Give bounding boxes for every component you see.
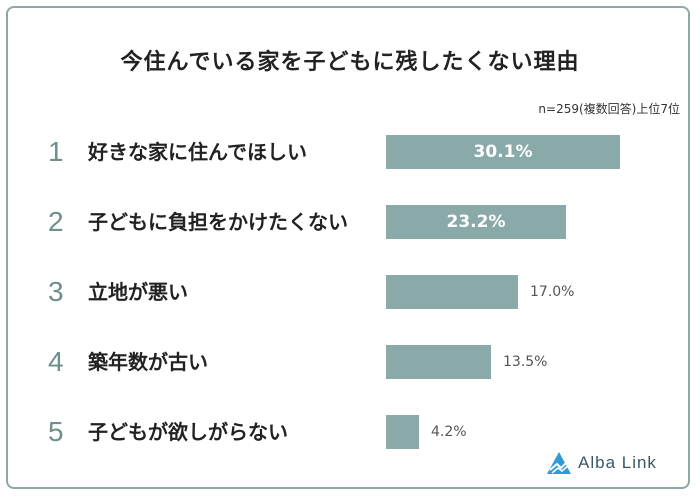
logo-text: Alba Link [578,453,657,472]
bar [386,205,566,239]
rank-number: 5 [48,416,64,447]
bar [386,135,620,169]
bar-row: 4 築年数が古い 13.5% [0,342,700,382]
rank-number: 4 [48,346,64,377]
category-label: 築年数が古い [88,350,208,374]
bar-row: 5 子どもが欲しがらない 4.2% [0,412,700,452]
chart-title: 今住んでいる家を子どもに残したくない理由 [120,50,580,75]
value-label: 23.2% [446,212,506,232]
category-label: 好きな家に住んでほしい [88,140,307,164]
value-label: 4.2% [431,424,467,440]
bar-row: 3 立地が悪い 17.0% [0,272,700,312]
category-label: 子どもに負担をかけたくない [88,210,348,234]
sample-note: n=259(複数回答)上位7位 [538,102,680,116]
value-label: 30.1% [473,142,533,162]
alba-link-logo-icon [547,452,571,474]
bar-row: 1 好きな家に住んでほしい 30.1% [0,132,700,172]
bar [386,275,518,309]
bar-row: 2 子どもに負担をかけたくない 23.2% [0,202,700,242]
brand-logo: Alba Link [546,448,657,478]
chart-frame [6,6,690,489]
rank-number: 2 [48,206,64,237]
bar [386,345,491,379]
category-label: 子どもが欲しがらない [88,420,288,444]
category-label: 立地が悪い [88,280,188,304]
rank-number: 3 [48,276,64,307]
value-label: 13.5% [503,354,548,370]
rank-number: 1 [48,136,64,167]
value-label: 17.0% [530,284,575,300]
bar [386,415,419,449]
